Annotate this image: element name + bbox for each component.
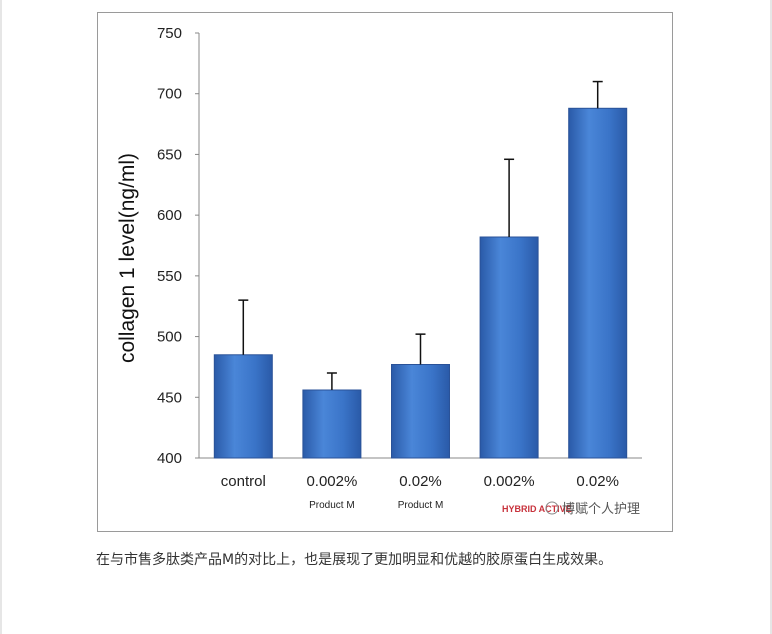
bar-chart: 400 450 500 550 600 650 700 750 control 0.002% Pro… xyxy=(116,25,642,517)
watermark-brand: HYBRID ACTIVE xyxy=(502,504,572,514)
bar xyxy=(568,107,628,459)
bar xyxy=(213,354,273,459)
x-category-label: 0.002% xyxy=(306,473,357,490)
y-tick-label: 750 xyxy=(157,25,182,42)
watermark-account: 博赋个人护理 xyxy=(562,502,640,517)
bar xyxy=(302,389,362,459)
x-category-sublabel: Product M xyxy=(309,500,355,511)
chart-image-frame: 400 450 500 550 600 650 700 750 control 0.002% Pro… xyxy=(97,12,673,532)
x-category-sublabel: Product M xyxy=(398,500,444,511)
y-tick-label: 650 xyxy=(157,146,182,163)
y-tick-label: 600 xyxy=(157,207,182,224)
y-tick-label: 700 xyxy=(157,86,182,103)
y-axis-title: collagen 1 level(ng/ml) xyxy=(116,153,139,363)
x-category-label: 0.002% xyxy=(484,473,535,490)
page-right-edge xyxy=(770,0,772,634)
x-category-label: 0.02% xyxy=(576,473,619,490)
y-tick-label: 400 xyxy=(157,450,182,467)
bar xyxy=(479,236,539,459)
y-tick-label: 450 xyxy=(157,389,182,406)
page-left-edge xyxy=(0,0,2,634)
x-category-label: 0.02% xyxy=(399,473,442,490)
y-tick-label: 500 xyxy=(157,329,182,346)
x-category-label: control xyxy=(221,473,266,490)
bar xyxy=(391,364,450,459)
y-tick-label: 550 xyxy=(157,268,182,285)
wechat-icon xyxy=(545,501,559,515)
watermark: HYBRID ACTIVE 博赋个人护理 xyxy=(502,501,640,517)
article-caption: 在与市售多肽类产品M的对比上，也是展现了更加明显和优越的胶原蛋白生成效果。 xyxy=(96,552,613,568)
